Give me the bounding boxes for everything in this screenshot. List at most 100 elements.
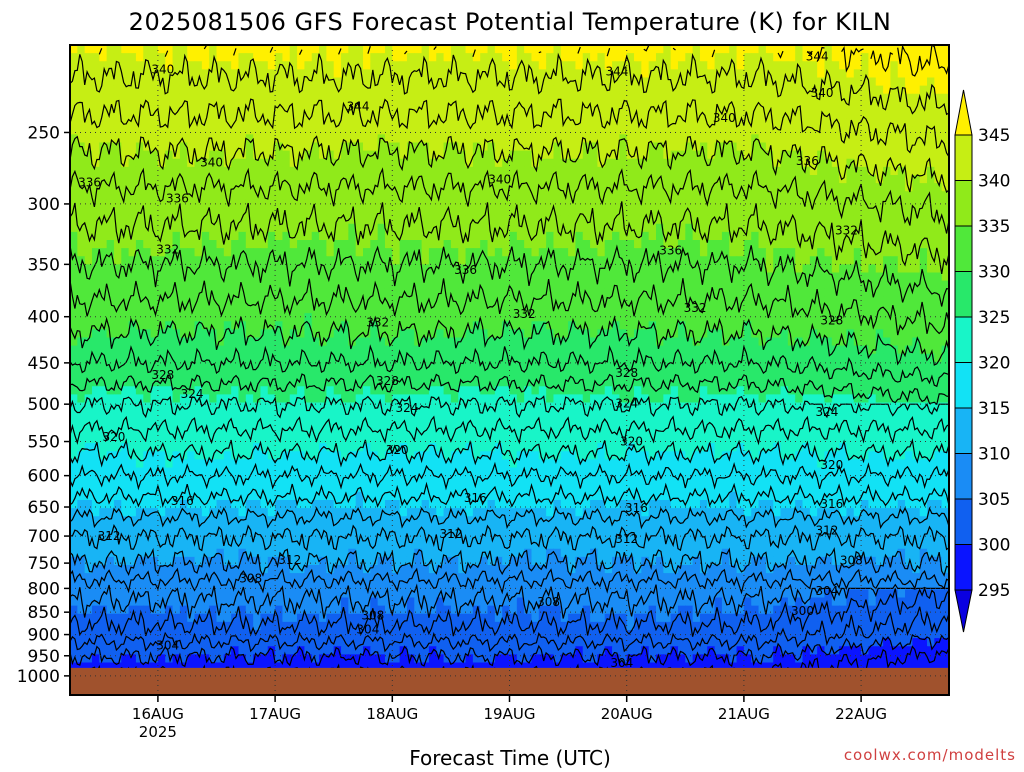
field-cell	[912, 183, 921, 192]
field-cell	[707, 53, 716, 62]
field-cell	[560, 85, 569, 95]
field-cell	[875, 329, 884, 339]
field-cell	[919, 280, 928, 290]
field-cell	[421, 150, 430, 160]
field-cell	[428, 158, 437, 168]
field-cell	[260, 134, 269, 144]
field-cell	[677, 142, 686, 152]
field-cell	[77, 93, 86, 103]
field-cell	[326, 183, 335, 192]
field-cell	[531, 345, 540, 355]
field-cell	[377, 353, 386, 363]
field-cell	[736, 345, 745, 355]
field-cell	[883, 93, 891, 103]
field-cell	[524, 53, 533, 62]
field-cell	[553, 337, 562, 347]
field-cell	[897, 69, 906, 79]
field-cell	[355, 329, 364, 339]
field-cell	[853, 248, 862, 257]
field-cell	[172, 215, 181, 225]
field-cell	[406, 85, 415, 95]
field-cell	[157, 329, 166, 339]
field-cell	[560, 110, 569, 119]
field-cell	[355, 296, 364, 306]
field-cell	[809, 158, 818, 168]
field-cell	[765, 158, 774, 168]
field-cell	[751, 126, 760, 135]
field-cell	[443, 150, 452, 160]
field-cell	[194, 150, 203, 160]
field-cell	[729, 353, 738, 363]
field-cell	[128, 93, 137, 103]
field-cell	[428, 215, 437, 225]
field-cell	[231, 337, 240, 347]
field-cell	[187, 272, 196, 282]
field-cell	[187, 61, 196, 70]
field-cell	[480, 272, 489, 282]
field-cell	[326, 191, 335, 200]
field-cell	[531, 370, 540, 379]
field-cell	[179, 231, 188, 241]
field-cell	[875, 264, 884, 274]
field-cell	[392, 101, 401, 111]
field-cell	[612, 305, 620, 314]
field-cell	[875, 280, 884, 290]
field-cell	[341, 256, 349, 265]
field-cell	[524, 191, 533, 200]
field-cell	[846, 288, 855, 298]
field-cell	[187, 183, 196, 192]
field-cell	[648, 231, 657, 241]
field-cell	[106, 215, 115, 225]
field-cell	[883, 256, 891, 265]
field-cell	[546, 45, 555, 54]
field-cell	[436, 264, 445, 274]
field-cell	[238, 183, 247, 192]
field-cell	[897, 175, 906, 184]
field-cell	[729, 199, 738, 209]
field-cell	[392, 207, 401, 217]
field-cell	[245, 207, 254, 217]
field-cell	[758, 313, 767, 322]
field-cell	[77, 199, 86, 209]
field-cell	[84, 296, 93, 306]
field-cell	[304, 101, 313, 111]
field-cell	[406, 370, 415, 379]
field-cell	[941, 93, 949, 103]
field-cell	[304, 118, 313, 127]
field-cell	[91, 110, 100, 119]
field-cell	[758, 240, 767, 249]
field-cell	[128, 337, 137, 347]
field-cell	[458, 321, 467, 330]
field-cell	[787, 53, 796, 62]
field-cell	[875, 191, 884, 200]
field-cell	[824, 166, 833, 176]
field-cell	[509, 150, 518, 160]
field-cell	[743, 337, 752, 347]
field-cell	[751, 183, 760, 192]
field-cell	[70, 45, 78, 54]
field-cell	[619, 370, 628, 379]
field-cell	[297, 215, 305, 225]
field-cell	[179, 313, 188, 322]
field-cell	[699, 142, 708, 152]
field-cell	[568, 166, 577, 176]
field-cell	[363, 337, 371, 347]
field-cell	[165, 231, 174, 241]
field-cell	[289, 207, 298, 217]
field-cell	[656, 142, 664, 152]
field-cell	[341, 313, 349, 322]
field-cell	[253, 45, 262, 54]
field-cell	[121, 264, 130, 274]
field-cell	[883, 361, 891, 371]
field-cell	[304, 305, 313, 314]
field-cell	[135, 288, 144, 298]
field-cell	[392, 329, 401, 339]
field-cell	[714, 329, 723, 339]
field-cell	[297, 175, 305, 184]
field-cell	[758, 69, 767, 79]
field-cell	[641, 240, 650, 249]
field-cell	[289, 223, 298, 233]
field-cell	[91, 329, 100, 339]
field-cell	[729, 215, 738, 225]
field-cell	[348, 45, 357, 54]
